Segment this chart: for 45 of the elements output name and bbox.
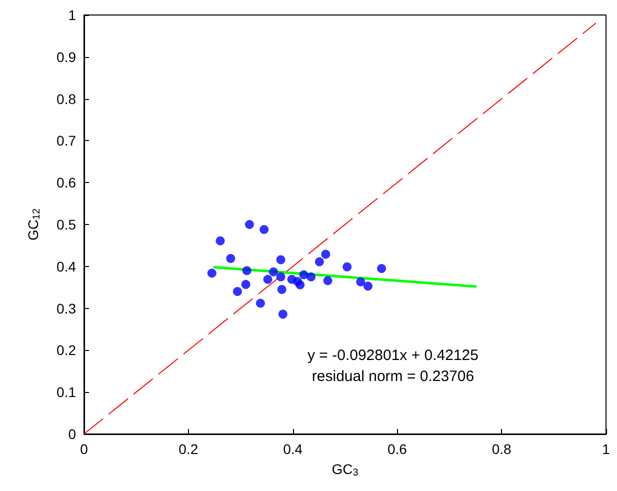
point	[321, 250, 330, 259]
point	[216, 236, 225, 246]
point	[268, 267, 278, 276]
point	[276, 255, 286, 264]
y-tick-label: 0.1	[56, 384, 76, 400]
point	[314, 257, 324, 266]
x-tick-label: 0.6	[387, 441, 408, 457]
point	[226, 254, 236, 263]
point	[207, 268, 216, 278]
y-tick-label: 0.8	[56, 90, 76, 107]
y-tick-label: 0.9	[56, 48, 76, 65]
point	[256, 298, 265, 308]
point	[242, 266, 252, 276]
annotation: y = -0.092801x + 0.42125	[308, 347, 478, 364]
point	[377, 264, 386, 273]
y-tick-label: 0.5	[56, 216, 76, 232]
y-tick-label: 1	[68, 7, 76, 23]
point	[323, 276, 332, 286]
point	[363, 282, 372, 291]
x-tick-label: 0.4	[283, 441, 303, 457]
y-tick-label: 0.7	[56, 132, 76, 149]
x-tick-label: 1	[602, 441, 610, 457]
point	[277, 284, 286, 294]
annotation: residual norm = 0.23706	[312, 368, 474, 385]
x-tick-label: 0	[80, 441, 88, 457]
x-tick-label: 0.8	[492, 441, 512, 457]
point	[306, 272, 316, 282]
point	[342, 262, 352, 272]
point	[296, 280, 305, 290]
point	[241, 280, 250, 289]
x-tick-label: 0.2	[178, 441, 198, 457]
point	[276, 272, 286, 282]
y-tick-label: 0.6	[56, 174, 76, 191]
y-tick-label: 0.3	[56, 300, 76, 316]
point	[232, 287, 242, 296]
point	[299, 270, 308, 280]
point	[356, 277, 366, 286]
y-tick-label: 0.2	[56, 342, 76, 358]
point	[244, 220, 254, 229]
y-axis-title: GC12	[25, 208, 42, 241]
point	[263, 274, 272, 284]
point	[278, 310, 288, 319]
point	[260, 225, 269, 234]
y-tick-label: 0.4	[56, 258, 76, 274]
y-tick-label: 0	[68, 426, 76, 442]
